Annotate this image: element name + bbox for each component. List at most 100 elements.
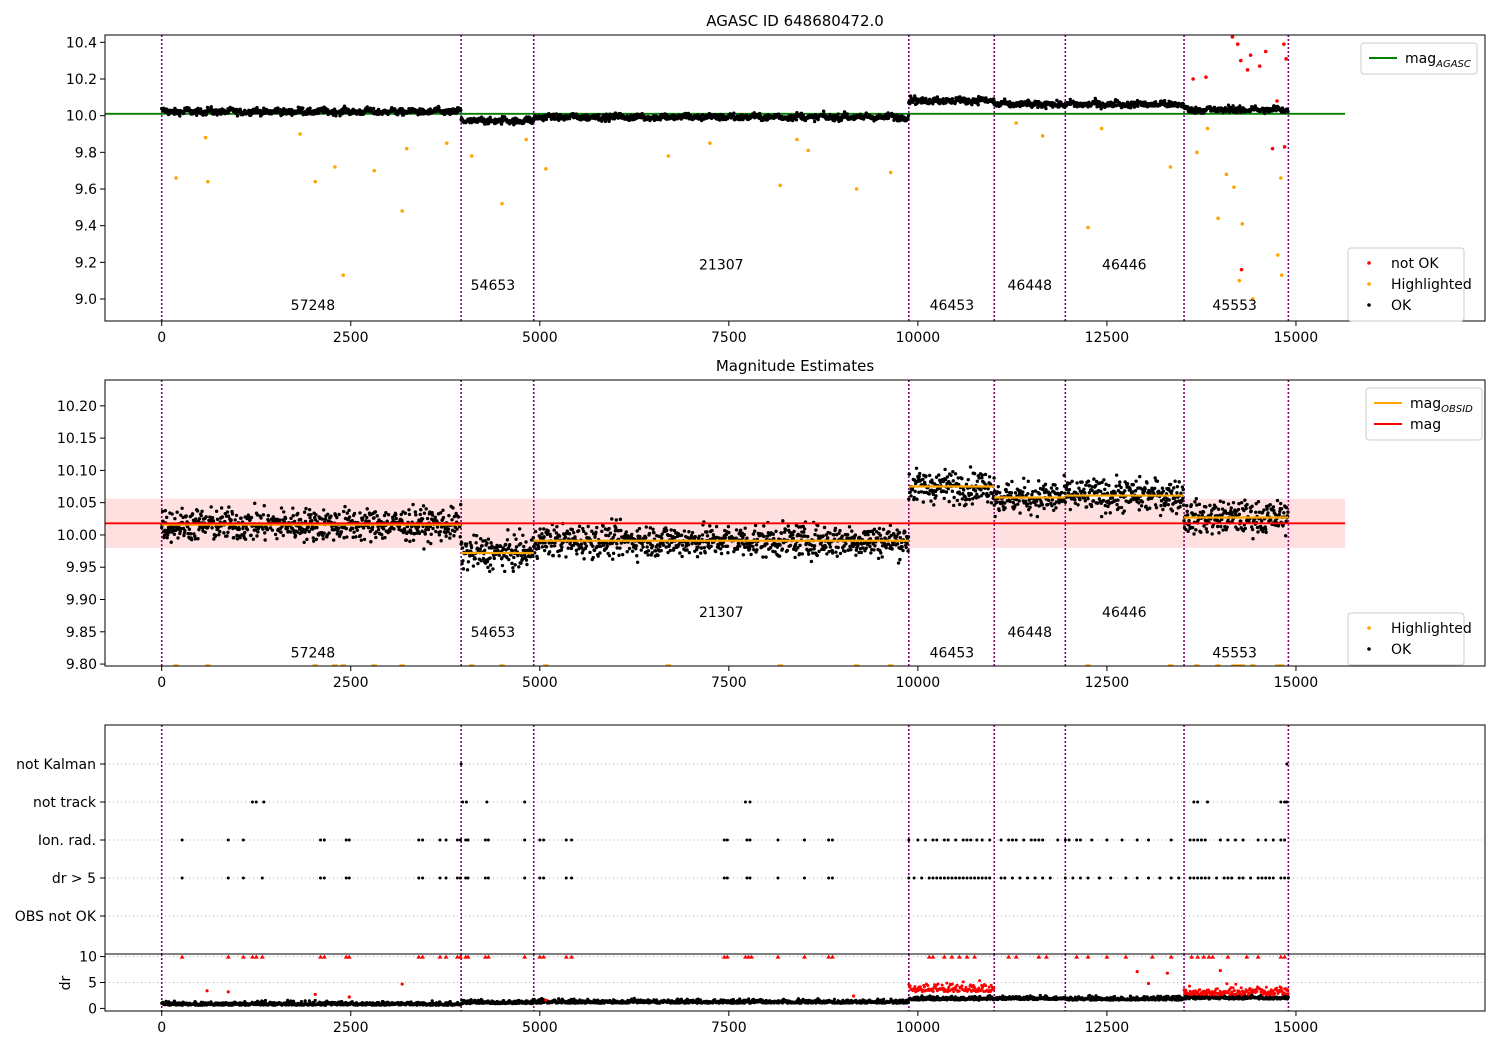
ok-point [599, 544, 603, 548]
ok-point [781, 519, 785, 523]
ok-point [334, 114, 338, 118]
ok-point [742, 532, 746, 537]
ok-point [835, 554, 839, 558]
ok-point [1009, 491, 1014, 495]
highlighted-point [666, 154, 671, 158]
ok-point [488, 569, 492, 574]
ok-point [1068, 507, 1073, 512]
ok-point [1087, 490, 1092, 495]
ok-point [448, 536, 452, 540]
highlighted-point [333, 165, 337, 169]
ok-point [302, 510, 307, 514]
ok-point [212, 537, 216, 541]
ok-point [1059, 100, 1063, 104]
ok-point [780, 547, 785, 551]
not-ok-point [1284, 57, 1288, 61]
ok-point [667, 543, 672, 547]
ok-point [335, 515, 339, 520]
ok-point [635, 560, 640, 565]
not-ok-point [1191, 77, 1195, 81]
ok-point [375, 514, 379, 518]
ok-point [1170, 489, 1174, 493]
highlighted-point [372, 168, 376, 173]
ok-point [931, 492, 936, 497]
ok-point [703, 551, 707, 555]
ok-point [891, 542, 895, 547]
ok-point [214, 509, 219, 513]
legend-label: OK [1391, 298, 1412, 314]
ok-point [1054, 506, 1058, 510]
ok-point [296, 511, 300, 516]
ok-point [279, 530, 283, 534]
ok-point [768, 546, 773, 550]
ok-point [765, 542, 769, 546]
ok-point [1082, 487, 1086, 491]
ok-point [904, 545, 908, 550]
ok-point [238, 535, 242, 540]
ok-point [672, 546, 676, 551]
ok-point [1063, 491, 1067, 495]
ok-point [726, 551, 730, 555]
ok-point [968, 465, 973, 469]
ok-point [468, 554, 472, 558]
ok-point [697, 534, 702, 539]
ok-point [693, 535, 697, 539]
ok-point [699, 546, 704, 550]
ok-point [217, 533, 221, 537]
ok-point [1114, 484, 1118, 488]
ok-point [864, 546, 869, 550]
ok-point [635, 529, 639, 533]
ok-point [455, 527, 459, 531]
ok-point [273, 532, 278, 537]
ok-point [887, 530, 891, 534]
ok-point [451, 506, 455, 510]
ok-point [612, 533, 617, 537]
ok-point [1022, 485, 1027, 490]
ok-point [235, 537, 240, 541]
ok-point [1197, 502, 1202, 507]
ok-point [775, 545, 780, 549]
ok-point [452, 534, 456, 538]
ok-point [450, 518, 454, 522]
highlighted-point [341, 273, 345, 277]
ok-point [344, 526, 349, 531]
ok-point [705, 534, 710, 538]
not-ok-point [1238, 58, 1243, 63]
ok-point [1134, 479, 1138, 483]
ok-point [1119, 505, 1124, 510]
ok-point [953, 472, 958, 476]
ok-point [946, 487, 950, 491]
ok-point [972, 471, 977, 476]
ok-point [898, 557, 902, 562]
ok-point [906, 117, 910, 121]
ok-point [988, 482, 993, 486]
ok-point [741, 535, 745, 540]
highlighted-point [1086, 225, 1090, 230]
ok-point [435, 525, 440, 529]
ok-point [588, 550, 592, 555]
ok-point [351, 535, 355, 540]
ok-point [1239, 519, 1243, 523]
ok-point [190, 512, 195, 516]
ok-point [352, 511, 357, 516]
ok-point [696, 113, 700, 117]
ok-point [434, 529, 438, 534]
ok-point [374, 530, 379, 534]
ok-point [1089, 504, 1094, 509]
ok-point [1128, 487, 1132, 492]
ok-point [761, 555, 765, 559]
ok-point [251, 537, 256, 541]
ok-point [383, 535, 387, 540]
ok-point [1219, 524, 1223, 529]
ok-point [464, 542, 469, 546]
ok-point [590, 529, 594, 533]
ok-point [906, 535, 911, 539]
ok-point [726, 524, 731, 529]
ok-point [1194, 528, 1198, 532]
ok-point [738, 544, 742, 548]
ok-point [938, 480, 943, 484]
ok-point [187, 527, 192, 531]
ok-point [600, 119, 604, 123]
ok-point [686, 543, 691, 547]
ok-point [570, 527, 575, 532]
